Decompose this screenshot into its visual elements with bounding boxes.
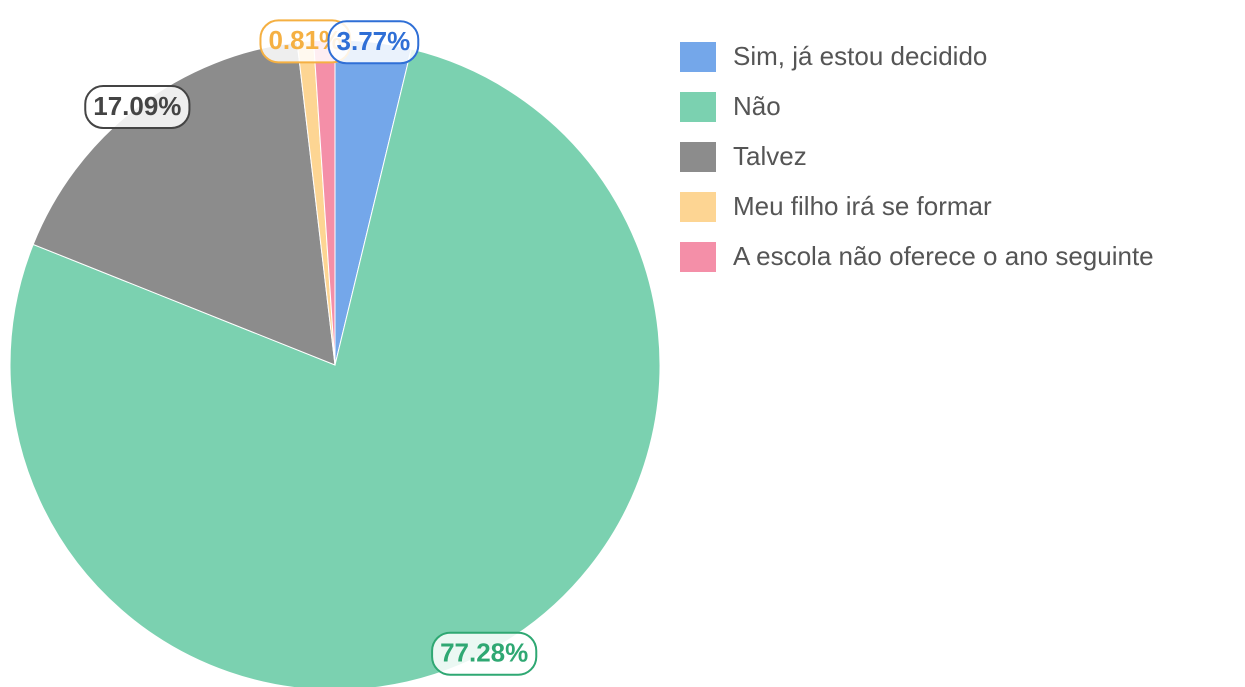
value-label-box	[431, 631, 538, 676]
legend-swatch	[680, 42, 716, 72]
legend-label: Sim, já estou decidido	[733, 41, 987, 71]
legend-swatch	[680, 92, 716, 122]
value-label: 3.77%	[327, 20, 420, 65]
value-label-box	[84, 85, 191, 130]
legend-label: Não	[733, 91, 781, 121]
legend-label: Meu filho irá se formar	[733, 191, 992, 221]
legend-swatch	[680, 192, 716, 222]
legend-label: A escola não oferece o ano seguinte	[733, 241, 1154, 271]
value-label-text: 17.09%	[93, 91, 181, 121]
legend-swatch	[680, 142, 716, 172]
value-label: 77.28%	[431, 631, 538, 676]
value-label-text: 77.28%	[440, 638, 528, 668]
value-label-box	[327, 20, 420, 65]
legend-label: Talvez	[733, 141, 807, 171]
legend-swatch	[680, 242, 716, 272]
value-label: 17.09%	[84, 85, 191, 130]
value-label-text: 3.77%	[337, 26, 411, 56]
